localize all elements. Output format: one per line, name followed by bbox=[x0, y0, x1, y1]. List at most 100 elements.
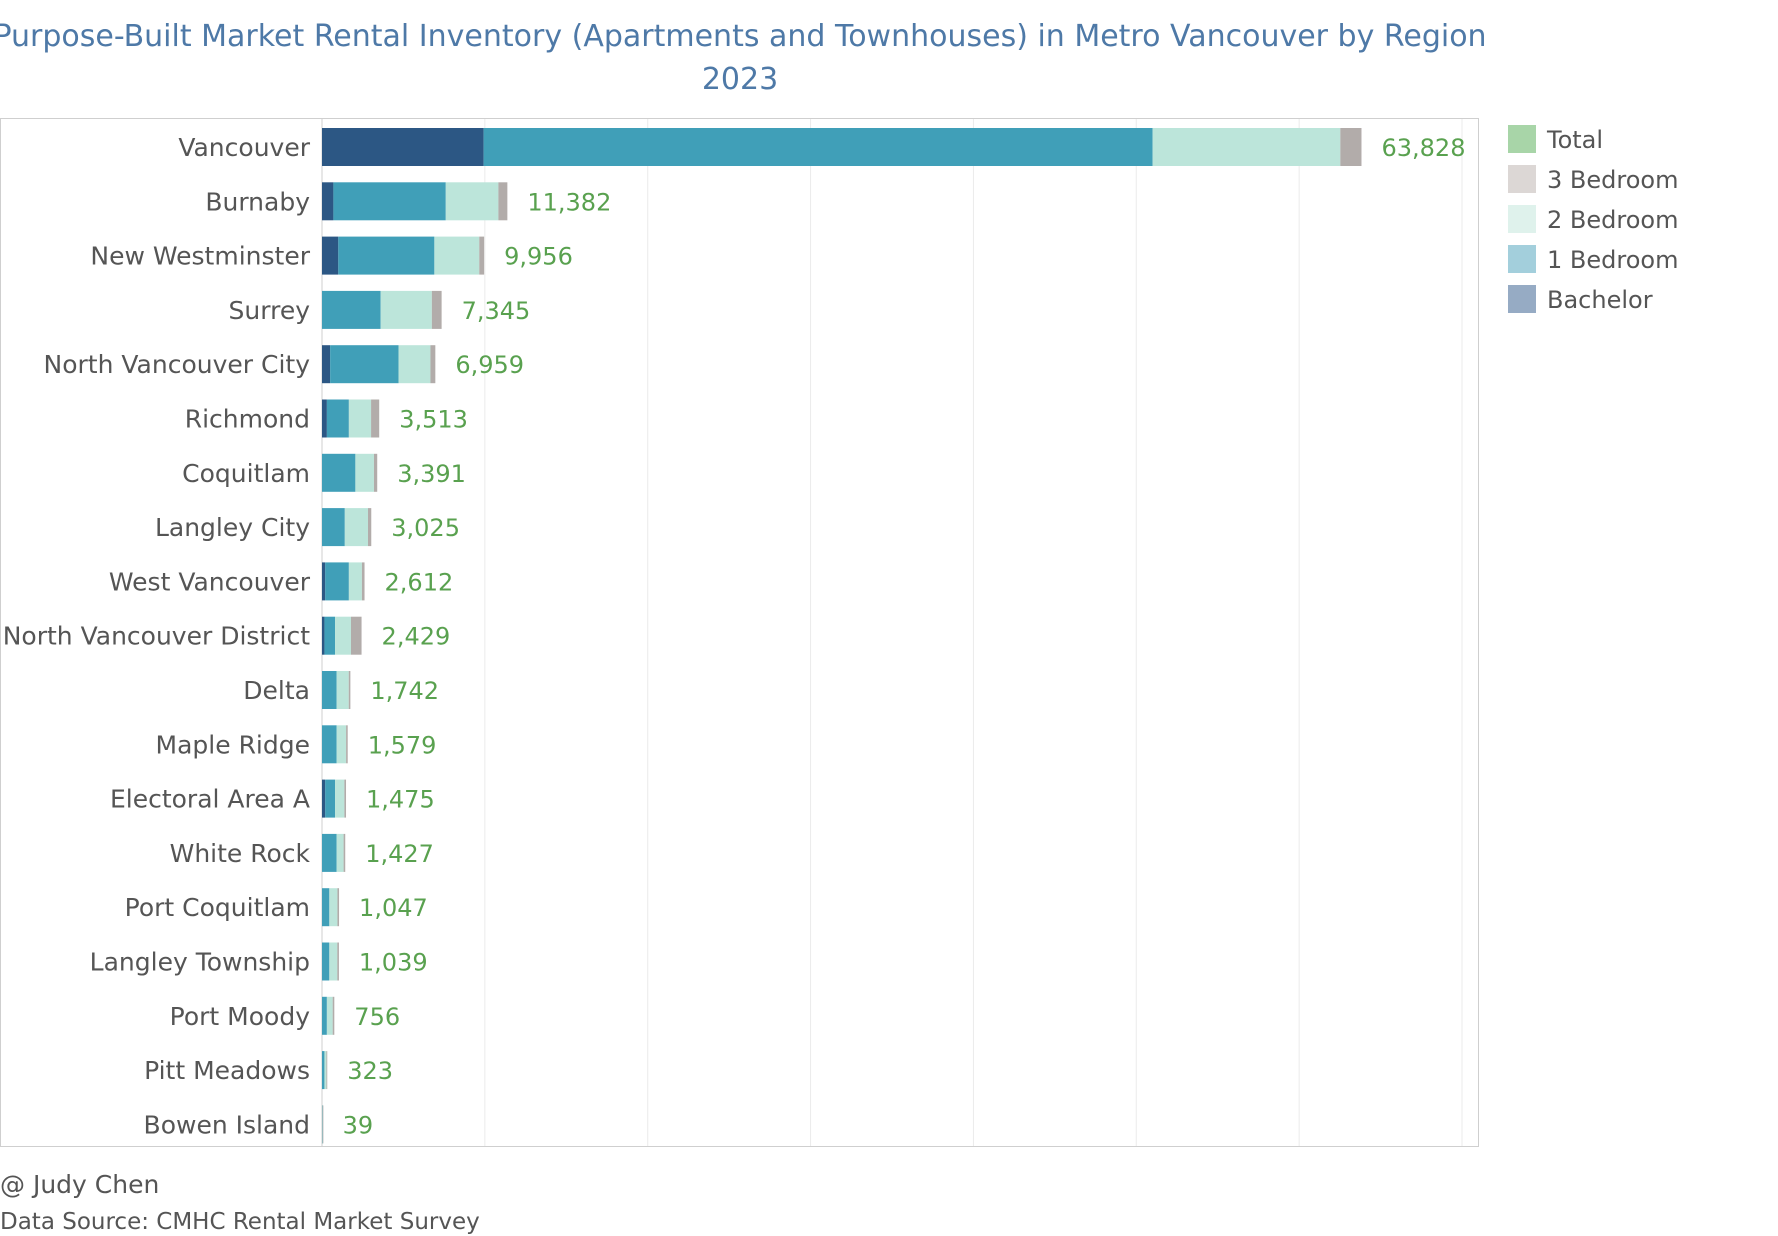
category-label: Burnaby bbox=[205, 187, 310, 216]
bar-segment bbox=[322, 671, 337, 709]
bar-segment bbox=[343, 833, 346, 872]
category-label: Delta bbox=[243, 676, 310, 705]
category-label: New Westminster bbox=[90, 242, 310, 271]
legend-swatch bbox=[1508, 285, 1536, 313]
category-label: North Vancouver District bbox=[3, 622, 310, 651]
bar-segment bbox=[348, 671, 351, 709]
bar-segment bbox=[322, 128, 484, 166]
bar-segment bbox=[368, 508, 372, 547]
bar-segment bbox=[329, 888, 338, 927]
bar-segment bbox=[434, 236, 480, 275]
bar-segment bbox=[333, 182, 446, 221]
grid-lines bbox=[484, 119, 1463, 1146]
bar-segment bbox=[335, 779, 345, 818]
category-label: Coquitlam bbox=[182, 459, 310, 488]
author-credit: @ Judy Chen bbox=[0, 1170, 159, 1199]
total-value-label: 1,047 bbox=[359, 894, 428, 922]
legend-label: 2 Bedroom bbox=[1547, 206, 1678, 234]
total-value-label: 11,382 bbox=[527, 188, 611, 216]
bar-segment bbox=[373, 453, 378, 492]
bar-segment bbox=[322, 888, 330, 927]
legend-swatch bbox=[1508, 165, 1536, 193]
total-value-label: 3,025 bbox=[391, 514, 460, 542]
category-label: Maple Ridge bbox=[156, 730, 310, 759]
bar-segment bbox=[322, 182, 334, 221]
category-label: North Vancouver City bbox=[44, 350, 311, 379]
bar-segment bbox=[344, 508, 369, 547]
bar-segment bbox=[335, 616, 351, 655]
total-value-label: 9,956 bbox=[504, 243, 573, 271]
category-label: Langley Township bbox=[90, 948, 310, 977]
total-value-label: 63,828 bbox=[1381, 134, 1465, 162]
bar-segment bbox=[322, 725, 337, 764]
bar-segment bbox=[330, 345, 399, 384]
plot-frame bbox=[0, 118, 1479, 1147]
bar-segment bbox=[431, 290, 442, 329]
bar-segment bbox=[322, 562, 326, 601]
legend-label: Total bbox=[1546, 126, 1603, 154]
bar-segment bbox=[326, 996, 333, 1035]
bar-segment bbox=[322, 616, 325, 655]
bar-segment bbox=[322, 399, 327, 438]
category-label: Vancouver bbox=[178, 133, 310, 162]
bar-segment bbox=[326, 399, 349, 438]
bar-segment bbox=[355, 453, 374, 492]
bar-segment bbox=[479, 236, 485, 275]
bar-segment bbox=[1152, 128, 1341, 166]
total-value-label: 3,391 bbox=[397, 460, 466, 488]
bar-segment bbox=[498, 182, 508, 221]
total-value-label: 1,742 bbox=[370, 677, 439, 705]
total-value-label: 756 bbox=[354, 1003, 400, 1031]
legend-label: Bachelor bbox=[1547, 286, 1653, 314]
bar-segment bbox=[322, 996, 327, 1035]
bar-segment bbox=[322, 833, 337, 872]
category-label: White Rock bbox=[170, 839, 311, 868]
bar-segment bbox=[371, 399, 380, 438]
category-label: Pitt Meadows bbox=[144, 1056, 310, 1085]
bar-segment bbox=[348, 399, 372, 438]
bar-segment bbox=[324, 616, 336, 655]
category-labels: Vancouver Burnaby New Westminster Surrey Nor… bbox=[3, 133, 311, 1139]
bar-segment bbox=[398, 345, 431, 384]
total-value-label: 2,429 bbox=[382, 623, 451, 651]
bar-segment bbox=[326, 1051, 328, 1090]
total-value-label: 1,475 bbox=[366, 786, 435, 814]
category-label: Langley City bbox=[155, 513, 310, 542]
bar-segment bbox=[346, 725, 348, 764]
total-value-label: 39 bbox=[343, 1111, 374, 1139]
bar-segment bbox=[336, 833, 344, 872]
legend-label: 1 Bedroom bbox=[1547, 246, 1678, 274]
legend-swatch bbox=[1508, 125, 1536, 153]
total-value-label: 3,513 bbox=[399, 406, 468, 434]
category-label: West Vancouver bbox=[109, 567, 311, 596]
bar-segment bbox=[361, 562, 365, 601]
bar-segment bbox=[1340, 128, 1362, 166]
category-label: Bowen Island bbox=[144, 1110, 310, 1139]
bar-segment bbox=[337, 942, 339, 981]
category-label: Port Coquitlam bbox=[125, 893, 310, 922]
bar-segment bbox=[322, 290, 381, 329]
bar-segment bbox=[338, 236, 435, 275]
bar-segment bbox=[329, 942, 338, 981]
legend-label: 3 Bedroom bbox=[1547, 166, 1678, 194]
bar-segment bbox=[445, 182, 499, 221]
bar-segment bbox=[324, 1051, 327, 1090]
total-value-label: 2,612 bbox=[385, 568, 454, 596]
bar-segment bbox=[430, 345, 436, 384]
bar-segment bbox=[322, 345, 331, 384]
total-value-label: 323 bbox=[347, 1057, 393, 1085]
legend-swatch bbox=[1508, 245, 1536, 273]
category-label: Electoral Area A bbox=[110, 785, 310, 814]
total-value-label: 1,427 bbox=[365, 840, 434, 868]
bar-segment bbox=[344, 779, 347, 818]
bar-segment bbox=[350, 616, 362, 655]
total-value-label: 7,345 bbox=[462, 297, 531, 325]
bar-segment bbox=[322, 1105, 324, 1144]
bar-segment bbox=[325, 779, 336, 818]
bars bbox=[322, 128, 1362, 1144]
legend: Total 3 Bedroom 2 Bedroom 1 Bedroom Bachelor bbox=[1508, 125, 1678, 314]
category-label: Surrey bbox=[229, 296, 311, 325]
bar-segment bbox=[380, 290, 432, 329]
bar-segment bbox=[322, 1051, 325, 1090]
bar-segment bbox=[322, 508, 345, 547]
